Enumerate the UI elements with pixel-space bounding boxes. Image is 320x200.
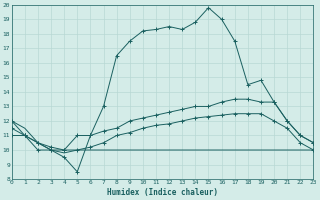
X-axis label: Humidex (Indice chaleur): Humidex (Indice chaleur) [107, 188, 218, 197]
